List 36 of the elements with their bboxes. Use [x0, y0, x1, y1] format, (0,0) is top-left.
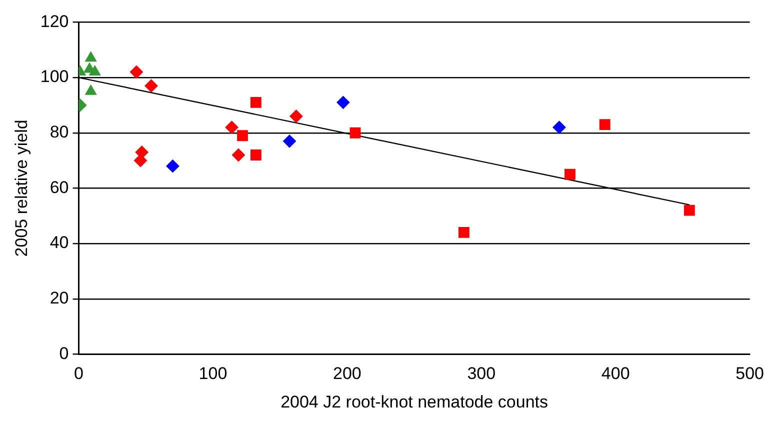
x-tick-label: 0 [74, 364, 84, 384]
x-axis-title: 2004 J2 root-knot nematode counts [280, 392, 548, 412]
point [250, 96, 262, 108]
point [130, 66, 143, 78]
point [232, 148, 245, 162]
point [282, 134, 296, 148]
y-axis-title: 2005 relative yield [12, 120, 31, 257]
y-tick-label: 100 [40, 67, 69, 86]
point [350, 127, 361, 138]
point [458, 227, 470, 238]
x-tick-label: 300 [467, 364, 496, 384]
point [166, 160, 180, 173]
point [290, 110, 303, 123]
y-tick-label: 0 [59, 344, 69, 363]
y-tick-label: 60 [50, 178, 69, 197]
y-tick-label: 120 [40, 12, 69, 31]
point [225, 120, 238, 134]
point [250, 150, 262, 160]
point [552, 120, 566, 134]
point [144, 79, 158, 92]
x-tick-label: 200 [333, 364, 362, 384]
point [336, 96, 350, 109]
x-tick-label: 400 [601, 364, 630, 384]
point [85, 52, 97, 62]
point [599, 119, 610, 130]
y-tick-label: 20 [50, 288, 69, 308]
point [89, 66, 101, 76]
point [684, 204, 695, 216]
x-tick-label: 100 [198, 364, 228, 384]
point [237, 130, 248, 142]
point [85, 84, 97, 95]
y-tick-label: 40 [50, 233, 69, 252]
point [134, 154, 147, 168]
y-tick-label: 80 [50, 122, 69, 142]
point [564, 168, 576, 180]
x-tick-label: 500 [736, 364, 764, 384]
